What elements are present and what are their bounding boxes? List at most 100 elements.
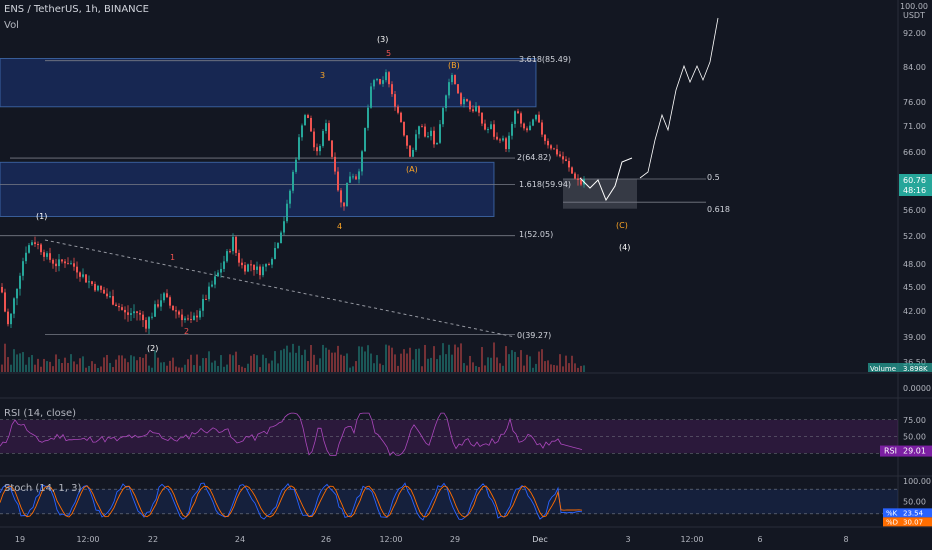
forecast-path xyxy=(639,17,719,179)
candle-body xyxy=(316,147,318,152)
volume-bar xyxy=(583,365,585,372)
volume-bar xyxy=(151,367,153,372)
candle-body xyxy=(292,171,294,191)
candle-body xyxy=(25,252,27,262)
candle-body xyxy=(280,232,282,244)
candle-body xyxy=(577,178,579,180)
candle-body xyxy=(406,135,408,146)
volume-bar xyxy=(211,362,213,372)
volume-bar xyxy=(331,352,333,372)
candle-body xyxy=(205,298,207,300)
volume-bar xyxy=(172,357,174,372)
candle-body xyxy=(550,145,552,149)
volume-bar xyxy=(376,355,378,372)
candle-body xyxy=(427,136,429,138)
candle-body xyxy=(496,136,498,140)
volume-bar xyxy=(505,346,507,372)
rsi-badge-value: 29.01 xyxy=(903,447,926,456)
candle-body xyxy=(418,126,420,135)
volume-bar xyxy=(253,354,255,372)
candle-body xyxy=(430,130,432,137)
candle-body xyxy=(499,139,501,141)
candle-body xyxy=(208,286,210,300)
candle-body xyxy=(223,261,225,269)
volume-bar xyxy=(427,358,429,372)
volume-bar xyxy=(190,354,192,372)
candle-body xyxy=(460,93,462,105)
candle-body xyxy=(400,112,402,123)
price-axis-tick: 56.00 xyxy=(903,206,926,215)
candle-body xyxy=(220,268,222,273)
candle-countdown: 48:16 xyxy=(903,186,926,195)
volume-bar xyxy=(109,362,111,372)
volume-bar xyxy=(205,358,207,372)
price-axis-tick: 42.00 xyxy=(903,307,926,316)
candle-body xyxy=(160,300,162,307)
candle-body xyxy=(217,272,219,277)
candle-body xyxy=(556,149,558,155)
volume-bar xyxy=(175,366,177,372)
volume-bar xyxy=(520,350,522,372)
price-axis-tick: 71.00 xyxy=(903,122,926,131)
time-axis-tick: 19 xyxy=(15,535,25,544)
time-axis-tick: 29 xyxy=(450,535,460,544)
volume-bar xyxy=(388,345,390,372)
candle-body xyxy=(343,202,345,207)
candle-body xyxy=(436,142,438,145)
candle-body xyxy=(391,84,393,95)
wave-label: (3) xyxy=(377,35,388,44)
volume-bar xyxy=(454,344,456,372)
volume-bar xyxy=(451,354,453,372)
candle-body xyxy=(472,109,474,112)
volume-bar xyxy=(301,355,303,372)
volume-bar xyxy=(55,354,57,372)
volume-bar xyxy=(511,350,513,372)
volume-bar xyxy=(514,351,516,372)
volume-bar xyxy=(382,365,384,372)
candle-body xyxy=(388,72,390,85)
candle-body xyxy=(214,276,216,285)
volume-bar xyxy=(52,366,54,372)
volume-bar xyxy=(346,353,348,372)
volume-bar xyxy=(319,358,321,372)
candle-body xyxy=(193,315,195,320)
candle-body xyxy=(16,288,18,299)
volume-bar xyxy=(154,350,156,372)
volume-bar xyxy=(373,363,375,372)
volume-bar xyxy=(82,356,84,372)
candle-body xyxy=(58,259,60,267)
volume-bar xyxy=(328,349,330,372)
candle-body xyxy=(40,244,42,253)
candle-body xyxy=(331,140,333,157)
volume-bar xyxy=(25,364,27,372)
volume-bar xyxy=(64,357,66,372)
candle-body xyxy=(175,310,177,312)
volume-bar xyxy=(220,355,222,372)
candle-body xyxy=(154,304,156,317)
volume-bar xyxy=(565,355,567,372)
candle-body xyxy=(355,176,357,180)
candle-body xyxy=(403,122,405,136)
volume-bar xyxy=(283,348,285,372)
volume-bar xyxy=(397,365,399,372)
candle-body xyxy=(277,243,279,249)
volume-bar xyxy=(430,357,432,372)
time-axis-tick: 12:00 xyxy=(76,535,99,544)
time-axis-tick: 6 xyxy=(757,535,762,544)
last-price-badge xyxy=(899,174,932,196)
candle-body xyxy=(490,124,492,130)
price-axis-tick: 48.00 xyxy=(903,260,926,269)
volume-bar xyxy=(46,361,48,372)
volume-bar xyxy=(85,367,87,372)
rsi-label: RSI (14, close) xyxy=(4,408,77,419)
rsi-level-tick: 50.00 xyxy=(903,433,926,442)
volume-bar xyxy=(490,357,492,372)
candle-body xyxy=(448,82,450,96)
volume-bar xyxy=(277,363,279,372)
volume-bar xyxy=(184,364,186,372)
volume-bar xyxy=(403,349,405,372)
candle-body xyxy=(43,252,45,257)
volume-bar xyxy=(445,354,447,372)
candle-body xyxy=(46,253,48,257)
